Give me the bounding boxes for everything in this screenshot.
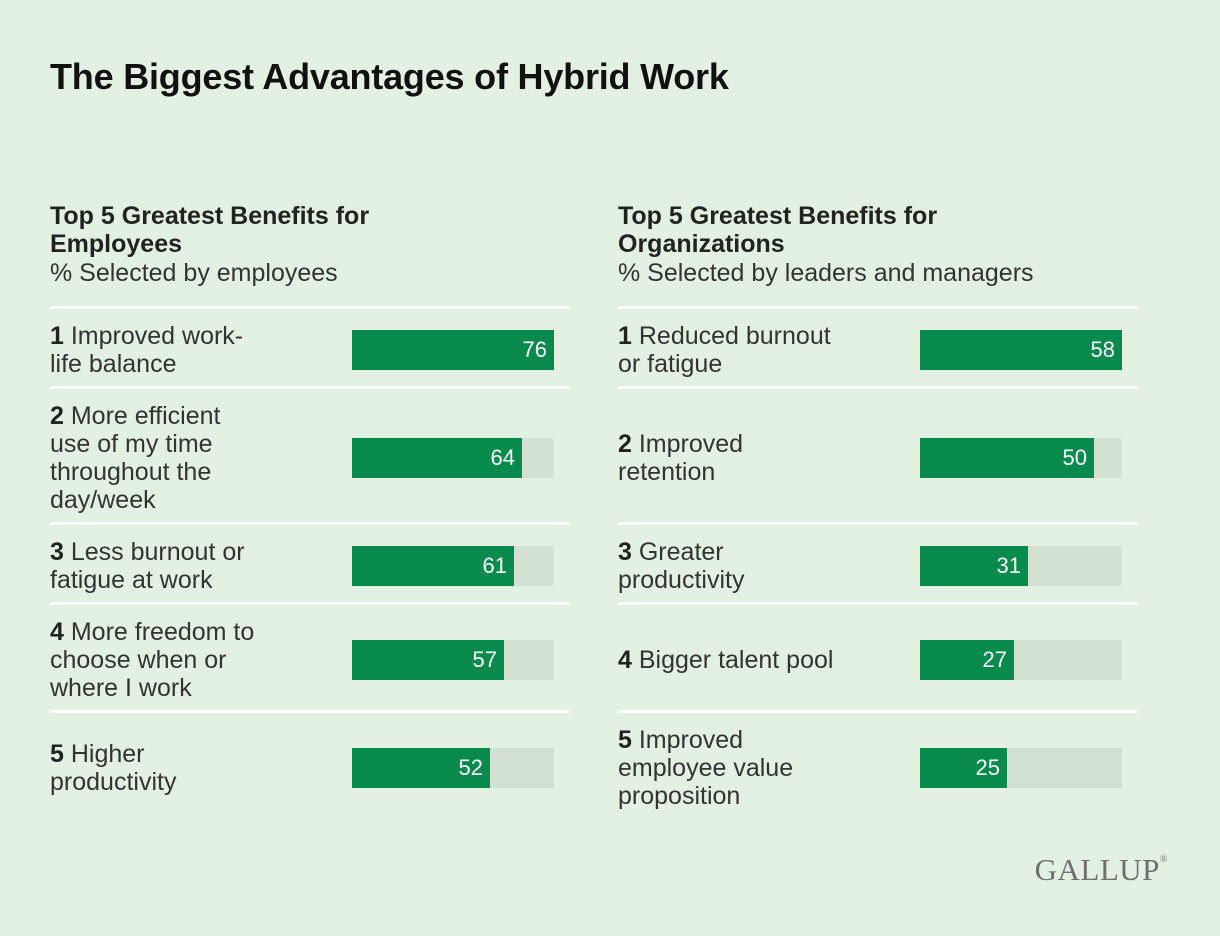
organizations-panel: Top 5 Greatest Benefits for Organization… [618, 202, 1168, 810]
bar: 58 [920, 330, 1122, 370]
employees-panel-heading: Top 5 Greatest Benefits for Employees [50, 202, 370, 258]
bar-track: 58 [920, 330, 1122, 370]
bar-row: 4 Bigger talent pool 27 [618, 602, 1138, 713]
bar-label: 3 Greater productivity [618, 538, 888, 594]
bar: 61 [352, 546, 514, 586]
gallup-logo: GALLUP® [1035, 852, 1168, 888]
bar-label: 4 Bigger talent pool [618, 646, 888, 674]
bar-label-line: or fatigue [618, 350, 723, 378]
bar-label-line: Less burnout or [70, 538, 245, 566]
bar-rank: 2 [50, 402, 64, 430]
bar-label-line: retention [618, 458, 716, 486]
bar-label-line: Reduced burnout [638, 322, 831, 350]
bar-row: 5 Improved employee value proposition 25 [618, 710, 1138, 821]
bar-value-label: 27 [982, 647, 1007, 672]
bar-label-line: employee value [618, 754, 794, 782]
bar-track: 61 [352, 546, 554, 586]
bar-rank: 3 [618, 538, 632, 566]
employees-panel: Top 5 Greatest Benefits for Employees % … [50, 202, 600, 796]
bar-row: 4 More freedom to choose when or where I w… [50, 602, 570, 713]
bar-label-line: proposition [618, 782, 741, 810]
bar-track: 52 [352, 748, 554, 788]
bar-rank: 5 [618, 726, 632, 754]
bar: 76 [352, 330, 554, 370]
bar-value-label: 31 [996, 553, 1021, 578]
bar-row: 2 More efficient use of my time throughout… [50, 386, 570, 525]
bar-rank: 1 [50, 322, 64, 350]
chart-title: The Biggest Advantages of Hybrid Work [50, 56, 729, 97]
bar-row: 1 Reduced burnout or fatigue 58 [618, 306, 1138, 389]
gallup-logo-text: GALLUP [1034, 852, 1160, 887]
bar-rank: 5 [50, 740, 64, 768]
bar-value-label: 64 [490, 445, 515, 470]
bar-label-line: Improved work- [70, 322, 244, 350]
bar-value-label: 61 [482, 553, 507, 578]
bar-track: 76 [352, 330, 554, 370]
bar: 31 [920, 546, 1028, 586]
bar: 57 [352, 640, 504, 680]
bar-label-line: choose when or [50, 646, 227, 674]
bar-value-label: 50 [1062, 445, 1087, 470]
employees-panel-subtitle: % Selected by employees [50, 259, 338, 287]
bar-label-line: use of my time [50, 430, 213, 458]
bar-label-line: Greater [638, 538, 724, 566]
organizations-panel-heading: Top 5 Greatest Benefits for Organization… [618, 202, 938, 258]
bar-label-line: More freedom to [70, 618, 255, 646]
bar-track: 27 [920, 640, 1122, 680]
bar-label-line: where I work [50, 674, 192, 702]
bar-label-line: life balance [50, 350, 177, 378]
bar-rank: 3 [50, 538, 64, 566]
bar-label: 5 Higher productivity [50, 740, 320, 796]
bar-label-line: productivity [50, 768, 177, 796]
bar: 52 [352, 748, 490, 788]
bar-label-line: Improved [638, 726, 744, 754]
bar-track: 25 [920, 748, 1122, 788]
bar-rank: 4 [50, 618, 64, 646]
organizations-panel-subtitle: % Selected by leaders and managers [618, 259, 1034, 287]
bar: 64 [352, 438, 522, 478]
bar-label: 2 Improved retention [618, 430, 888, 486]
bar-value-label: 58 [1090, 337, 1115, 362]
bar-label: 3 Less burnout or fatigue at work [50, 538, 320, 594]
bar-value-label: 76 [522, 337, 547, 362]
bar-label-line: Improved [638, 430, 744, 458]
bar-label: 5 Improved employee value proposition [618, 726, 888, 810]
bar-rank: 4 [618, 646, 632, 674]
bar-row: 1 Improved work-life balance 76 [50, 306, 570, 389]
bar-label: 4 More freedom to choose when or where I w… [50, 618, 320, 702]
bar-track: 50 [920, 438, 1122, 478]
registered-mark: ® [1159, 854, 1168, 865]
bar-value-label: 25 [975, 755, 1000, 780]
bar-rank: 1 [618, 322, 632, 350]
bar-track: 57 [352, 640, 554, 680]
bar-label-line: Higher [70, 740, 145, 768]
bar-track: 31 [920, 546, 1122, 586]
bar-row: 3 Greater productivity 31 [618, 522, 1138, 605]
bar-label-line: throughout the [50, 458, 212, 486]
bar-label-line: fatigue at work [50, 566, 213, 594]
bar-label-line: Bigger talent pool [638, 646, 834, 674]
bar: 27 [920, 640, 1014, 680]
bar-row: 3 Less burnout or fatigue at work 61 [50, 522, 570, 605]
bar: 50 [920, 438, 1094, 478]
bar-value-label: 57 [472, 647, 497, 672]
bar-label: 1 Improved work-life balance [50, 322, 320, 378]
bar-label: 2 More efficient use of my time throughout… [50, 402, 320, 514]
bar-row: 2 Improved retention 50 [618, 386, 1138, 525]
bar-label: 1 Reduced burnout or fatigue [618, 322, 888, 378]
bar-row: 5 Higher productivity 52 [50, 710, 570, 821]
bar-label-line: productivity [618, 566, 745, 594]
bar: 25 [920, 748, 1007, 788]
bar-label-line: More efficient [70, 402, 221, 430]
bar-value-label: 52 [458, 755, 483, 780]
bar-rank: 2 [618, 430, 632, 458]
bar-label-line: day/week [50, 486, 156, 514]
bar-track: 64 [352, 438, 554, 478]
